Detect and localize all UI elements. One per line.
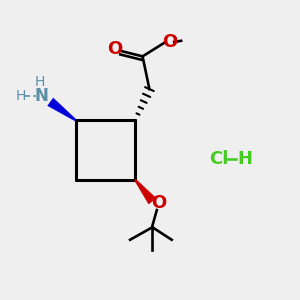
Text: N: N [34,87,49,105]
Polygon shape [48,98,76,121]
Text: O: O [151,194,166,212]
Text: O: O [162,32,177,50]
Text: Cl: Cl [209,150,229,168]
Polygon shape [134,179,156,204]
Text: O: O [108,40,123,58]
Text: H: H [35,75,45,88]
Text: H: H [16,89,26,103]
Text: H: H [238,150,253,168]
